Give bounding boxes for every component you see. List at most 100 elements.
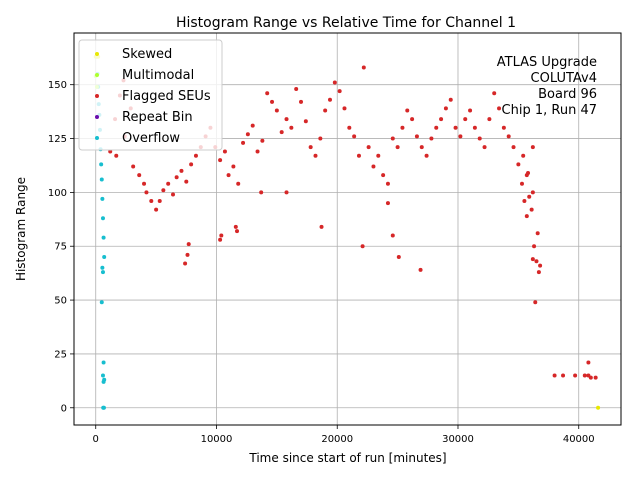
data-point xyxy=(530,190,535,195)
data-point xyxy=(100,265,105,270)
data-point xyxy=(100,270,105,275)
data-point xyxy=(400,125,405,130)
data-point xyxy=(157,199,162,203)
data-point xyxy=(327,97,332,102)
data-point xyxy=(294,87,299,91)
data-point xyxy=(144,190,149,195)
data-point xyxy=(236,181,241,186)
data-point xyxy=(299,99,304,104)
y-tick-label: 125 xyxy=(48,134,67,145)
data-point xyxy=(536,270,541,275)
y-axis-ticks: 0 25 50 75 100 125 150 xyxy=(48,80,74,414)
x-tick-label: 30000 xyxy=(442,434,474,445)
data-point xyxy=(429,136,434,141)
data-point xyxy=(538,263,543,268)
data-point xyxy=(332,80,337,85)
data-point xyxy=(284,190,289,195)
data-point xyxy=(463,117,468,122)
data-point xyxy=(468,108,473,113)
data-point xyxy=(561,373,566,378)
data-point xyxy=(131,164,136,169)
data-point xyxy=(532,244,537,249)
legend-marker xyxy=(95,94,99,98)
data-point xyxy=(279,130,284,135)
data-point xyxy=(289,125,294,130)
legend-marker xyxy=(95,136,99,140)
data-point xyxy=(193,153,198,158)
data-point xyxy=(137,173,142,178)
data-point xyxy=(390,233,395,238)
data-point xyxy=(385,201,390,206)
data-point xyxy=(424,153,429,158)
data-point xyxy=(233,224,238,229)
x-tick-label: 20000 xyxy=(321,434,353,445)
data-point xyxy=(418,267,423,272)
data-point xyxy=(101,360,106,365)
data-point xyxy=(154,207,159,212)
data-point xyxy=(522,199,527,203)
legend-label: Repeat Bin xyxy=(122,110,193,125)
data-point xyxy=(516,162,521,167)
data-point xyxy=(245,132,250,137)
data-point xyxy=(274,108,279,113)
data-point xyxy=(99,300,104,305)
data-point xyxy=(582,373,587,378)
data-point xyxy=(385,181,390,186)
data-point xyxy=(226,173,231,178)
data-point xyxy=(448,97,453,102)
data-point xyxy=(352,134,357,139)
legend-label: Multimodal xyxy=(122,68,194,83)
annotation-line: ATLAS Upgrade xyxy=(497,55,597,70)
y-tick-label: 0 xyxy=(61,403,67,414)
y-tick-label: 150 xyxy=(48,80,67,91)
data-point xyxy=(410,117,415,122)
data-point xyxy=(361,65,366,70)
legend-label: Overflow xyxy=(122,131,180,146)
data-point xyxy=(419,145,424,150)
data-point xyxy=(524,214,529,219)
data-point xyxy=(453,125,458,130)
data-point xyxy=(241,140,246,145)
data-point xyxy=(101,235,106,240)
data-point xyxy=(337,89,342,94)
legend-marker xyxy=(95,52,99,56)
data-point xyxy=(259,190,264,195)
x-axis-label: Time since start of run [minutes] xyxy=(248,451,446,465)
data-point xyxy=(405,108,410,113)
legend-marker xyxy=(95,73,99,77)
data-point xyxy=(588,375,593,380)
data-point xyxy=(189,162,194,167)
y-tick-label: 75 xyxy=(54,242,67,253)
data-point xyxy=(390,136,395,141)
data-point xyxy=(171,192,176,197)
data-point xyxy=(184,179,189,184)
data-point xyxy=(142,181,147,186)
legend-frame xyxy=(78,39,223,151)
data-point xyxy=(174,175,179,180)
data-point xyxy=(519,181,524,186)
data-point xyxy=(396,255,401,259)
data-point xyxy=(443,106,448,111)
data-point xyxy=(219,233,224,238)
data-point xyxy=(101,405,106,410)
chart-title: Histogram Range vs Relative Time for Cha… xyxy=(176,15,516,31)
data-point xyxy=(186,242,191,247)
data-point xyxy=(527,194,532,199)
data-point xyxy=(586,360,591,365)
data-point xyxy=(477,136,482,141)
data-point xyxy=(231,164,236,169)
data-point xyxy=(222,149,227,154)
data-point xyxy=(501,125,506,130)
x-tick-label: 0 xyxy=(93,434,99,445)
data-point xyxy=(526,171,531,175)
data-point xyxy=(366,145,371,150)
data-point xyxy=(458,134,463,139)
data-point xyxy=(183,261,188,266)
data-point xyxy=(99,162,104,167)
data-point xyxy=(376,153,381,158)
data-point xyxy=(319,224,324,229)
data-point xyxy=(318,136,323,141)
data-point xyxy=(530,145,535,150)
data-point xyxy=(482,145,487,150)
